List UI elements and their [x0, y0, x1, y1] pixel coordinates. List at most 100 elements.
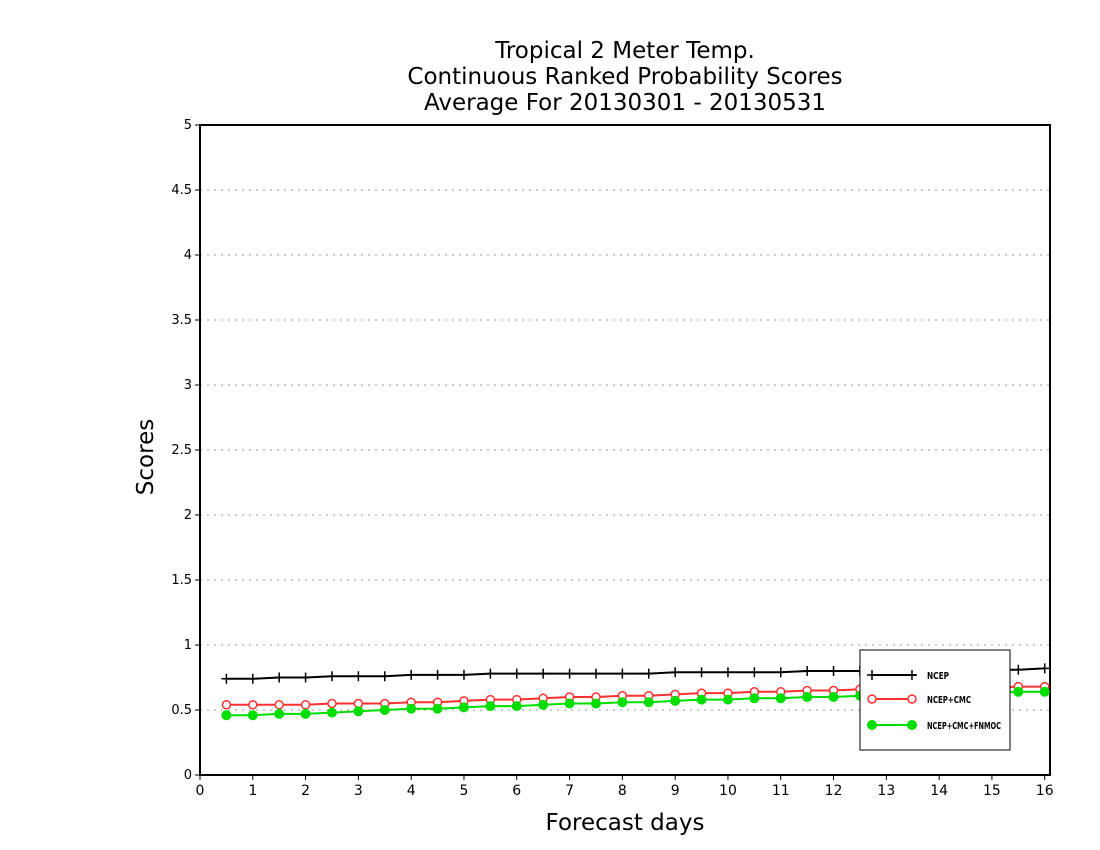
data-point-series-1	[274, 672, 285, 683]
data-point-series-3	[353, 706, 364, 717]
data-point-series-3	[406, 703, 417, 714]
y-tick-label: 5	[184, 118, 192, 133]
data-point-series-3	[749, 693, 760, 704]
data-point-series-1	[353, 671, 364, 682]
data-point-series-3	[1039, 686, 1050, 697]
data-point-series-1	[802, 666, 813, 676]
data-point-series-3	[511, 701, 522, 712]
x-tick-label: 15	[983, 783, 1001, 799]
data-point-series-1	[326, 671, 337, 682]
x-tick-label: 10	[719, 783, 737, 799]
x-tick-label: 8	[618, 783, 627, 799]
legend-marker	[867, 694, 877, 704]
x-tick-label: 12	[825, 783, 843, 799]
data-point-series-3	[538, 699, 549, 710]
legend-label-2: NCEP+CMC	[927, 695, 971, 706]
y-tick-label: 3.5	[171, 313, 192, 328]
data-point-series-3	[775, 693, 786, 704]
data-point-series-1	[247, 673, 258, 684]
data-point-series-1	[432, 669, 443, 680]
legend-marker	[907, 670, 917, 680]
x-axis-label: Forecast days	[545, 810, 705, 836]
x-tick-label: 1	[248, 783, 257, 799]
data-point-series-1	[749, 667, 760, 678]
data-point-series-1	[828, 666, 839, 676]
data-point-series-3	[379, 705, 390, 715]
y-tick-label: 0	[184, 768, 192, 783]
x-tick-label: 11	[772, 783, 790, 799]
x-tick-label: 9	[671, 783, 680, 799]
data-point-series-3	[247, 710, 258, 721]
data-point-series-2	[327, 698, 337, 709]
data-point-series-1	[617, 668, 628, 679]
data-point-series-3	[1013, 686, 1024, 697]
chart-title-line-2: Continuous Ranked Probability Scores	[407, 64, 843, 90]
x-tick-label: 7	[565, 783, 574, 799]
data-point-series-1	[643, 668, 654, 679]
x-tick-label: 4	[407, 783, 416, 799]
data-point-series-1	[458, 669, 469, 680]
x-tick-label: 6	[512, 783, 521, 799]
data-point-series-3	[564, 698, 575, 709]
data-point-series-1	[775, 667, 786, 678]
legend-label-3: NCEP+CMC+FNMOC	[927, 721, 1001, 732]
data-point-series-3	[802, 692, 813, 702]
x-tick-label: 3	[354, 783, 363, 799]
data-point-series-3	[643, 697, 654, 708]
data-point-series-1	[590, 668, 601, 679]
data-point-series-3	[274, 708, 285, 719]
data-point-series-2	[248, 700, 258, 710]
y-tick-label: 0.5	[171, 703, 192, 718]
data-point-series-1	[379, 671, 390, 682]
data-point-series-1	[485, 668, 496, 679]
data-point-series-1	[1013, 664, 1024, 675]
x-tick-label: 14	[930, 783, 948, 799]
data-point-series-3	[432, 703, 443, 714]
data-point-series-3	[590, 698, 601, 709]
x-tick-label: 16	[1036, 783, 1054, 799]
data-point-series-1	[696, 667, 707, 678]
plot-frame	[199, 124, 1051, 776]
data-point-series-3	[326, 707, 337, 718]
legend-marker	[907, 694, 917, 704]
chart-title-line-1: Tropical 2 Meter Temp.	[495, 38, 755, 64]
data-point-series-3	[696, 694, 707, 705]
y-tick-label: 3	[184, 378, 192, 393]
data-point-series-1	[300, 672, 311, 683]
x-tick-label: 2	[301, 783, 310, 799]
y-tick-label: 4.5	[171, 183, 192, 198]
legend-marker	[867, 720, 877, 730]
y-tick-label: 1	[184, 638, 192, 653]
data-point-series-2	[221, 700, 232, 710]
y-tick-label: 2	[184, 508, 192, 523]
data-point-series-3	[300, 708, 311, 719]
data-point-series-1	[670, 667, 681, 678]
data-point-series-3	[722, 694, 733, 705]
data-point-series-3	[828, 692, 839, 702]
data-point-series-1	[406, 669, 417, 680]
data-point-series-1	[221, 673, 232, 684]
chart-title-line-3: Average For 20130301 - 20130531	[423, 90, 827, 116]
data-point-series-1	[722, 667, 733, 678]
y-tick-label: 1.5	[171, 573, 192, 588]
data-point-series-1	[511, 668, 522, 679]
x-tick-label: 13	[877, 783, 895, 799]
x-tick-label: 0	[196, 783, 205, 799]
data-point-series-2	[274, 700, 284, 710]
x-tick-label: 5	[460, 783, 469, 799]
data-point-series-2	[300, 700, 311, 710]
data-point-series-3	[617, 697, 628, 708]
data-point-series-3	[221, 710, 232, 721]
y-axis-label: Scores	[133, 418, 159, 496]
data-point-series-1	[1039, 663, 1050, 674]
data-point-series-1	[538, 668, 549, 679]
legend-marker	[907, 720, 917, 730]
y-tick-label: 2.5	[171, 443, 192, 458]
data-point-series-1	[564, 668, 575, 679]
y-tick-label: 4	[184, 248, 192, 263]
legend-label-1: NCEP	[927, 671, 949, 682]
data-point-series-3	[458, 702, 469, 713]
legend-marker	[867, 670, 877, 680]
data-point-series-3	[485, 701, 496, 712]
